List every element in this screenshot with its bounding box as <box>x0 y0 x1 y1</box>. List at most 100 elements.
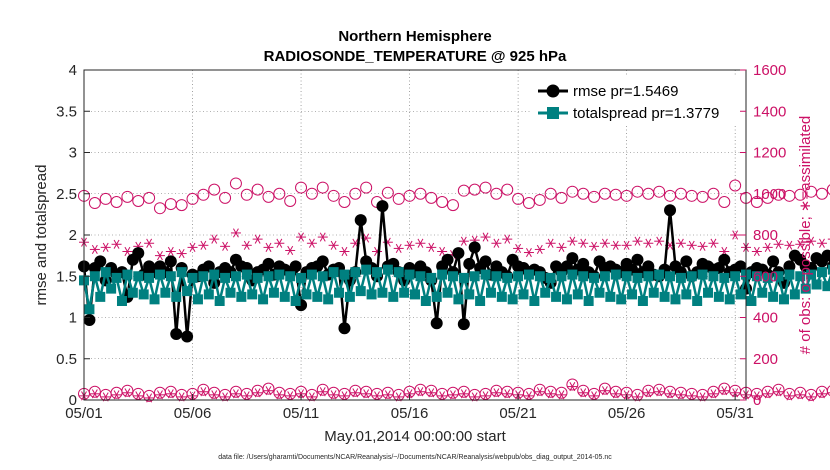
obs-assimilated-marker <box>773 387 784 397</box>
totalspread-marker <box>323 294 334 305</box>
rmse-marker <box>680 255 693 268</box>
obs-possible-marker <box>121 190 134 203</box>
totalspread-marker <box>616 294 627 305</box>
totalspread-marker <box>89 271 100 282</box>
obs-assimilated-marker <box>285 245 296 256</box>
obs-possible-marker <box>772 383 785 396</box>
obs-possible-marker <box>522 197 535 210</box>
totalspread-marker <box>106 283 117 294</box>
rmse-marker <box>289 260 302 273</box>
totalspread-marker <box>334 287 345 298</box>
obs-assimilated-marker <box>795 390 806 400</box>
totalspread-marker <box>605 291 616 302</box>
y-tick-label: 2 <box>69 227 77 244</box>
totalspread-marker <box>784 269 795 280</box>
totalspread-marker <box>209 269 220 280</box>
obs-possible-marker <box>175 199 188 212</box>
totalspread-marker <box>388 291 399 302</box>
rmse-marker <box>164 255 177 268</box>
rmse-marker <box>783 260 796 273</box>
obs-possible-marker <box>262 382 275 395</box>
totalspread-marker <box>464 289 475 300</box>
obs-assimilated-marker <box>274 238 285 248</box>
totalspread-marker <box>366 289 377 300</box>
legend: rmse pr=1.5469 totalspread pr=1.3779 <box>532 77 740 125</box>
y-tick-label: 4 <box>69 62 77 79</box>
obs-possible-marker <box>544 187 557 200</box>
obs-possible-marker <box>479 387 492 400</box>
totalspread-marker <box>133 271 144 282</box>
totalspread-marker <box>551 291 562 302</box>
totalspread-marker <box>138 289 149 300</box>
obs-possible-marker <box>512 192 525 205</box>
x-tick-label: 05/26 <box>608 405 646 422</box>
obs-possible-marker <box>479 181 492 194</box>
obs-assimilated-marker <box>697 241 708 251</box>
totalspread-marker <box>594 287 605 298</box>
rmse-marker <box>457 318 470 331</box>
totalspread-marker <box>534 271 545 282</box>
obs-possible-marker <box>110 196 123 208</box>
y2-tick-label: 1000 <box>753 186 786 203</box>
obs-assimilated-marker <box>578 238 589 248</box>
legend-rmse-label: rmse pr=1.5469 <box>573 83 678 100</box>
obs-assimilated-marker <box>252 234 263 244</box>
obs-assimilated-marker <box>599 386 610 396</box>
obs-assimilated-marker <box>458 236 469 246</box>
totalspread-marker <box>719 272 730 283</box>
totalspread-marker <box>100 267 111 278</box>
obs-assimilated-marker <box>816 389 827 399</box>
totalspread-marker <box>703 287 714 298</box>
obs-possible-marker <box>729 179 742 192</box>
obs-assimilated-marker <box>220 241 231 251</box>
rmse-marker <box>376 200 389 213</box>
obs-possible-marker <box>273 187 286 200</box>
totalspread-marker <box>762 272 773 283</box>
obs-possible-marker <box>186 192 199 205</box>
obs-assimilated-marker <box>708 389 719 399</box>
totalspread-marker <box>301 289 312 300</box>
totalspread-marker <box>529 296 540 306</box>
obs-possible-marker <box>620 189 633 202</box>
obs-assimilated-marker <box>296 389 307 399</box>
totalspread-marker <box>675 272 686 283</box>
rmse-marker <box>821 249 830 262</box>
obs-possible-marker <box>338 196 351 208</box>
obs-assimilated-marker <box>144 393 155 403</box>
obs-possible-marker <box>826 184 830 195</box>
totalspread-marker <box>214 296 225 306</box>
rmse-marker <box>463 257 476 270</box>
totalspread-marker <box>697 269 708 280</box>
obs-possible-marker <box>240 387 253 400</box>
obs-assimilated-marker <box>317 232 328 242</box>
obs-possible-marker <box>446 199 459 212</box>
obs-assimilated-marker <box>339 246 350 257</box>
totalspread-marker <box>751 271 762 282</box>
obs-possible-marker <box>197 188 210 201</box>
totalspread-marker <box>708 271 719 282</box>
totalspread-marker <box>176 267 187 278</box>
obs-assimilated-marker <box>686 391 697 401</box>
obs-possible-marker <box>555 191 568 204</box>
obs-assimilated-marker <box>589 391 600 401</box>
obs-assimilated-marker <box>187 242 198 252</box>
totalspread-marker <box>377 287 388 298</box>
totalspread-marker <box>686 271 697 282</box>
obs-assimilated-marker <box>89 389 100 399</box>
obs-possible-marker <box>826 385 830 397</box>
x-tick-label: 05/16 <box>391 405 429 422</box>
obs-possible-marker <box>577 187 590 200</box>
rmse-marker <box>430 317 443 330</box>
totalspread-marker <box>713 291 724 302</box>
rmse-marker <box>441 253 454 266</box>
totalspread-marker <box>502 272 513 283</box>
totalspread-marker <box>442 287 453 298</box>
obs-assimilated-marker <box>686 240 697 250</box>
obs-possible-marker <box>99 192 112 205</box>
obs-assimilated-marker <box>730 388 741 398</box>
obs-assimilated-marker <box>100 242 111 252</box>
totalspread-marker <box>317 271 328 282</box>
legend-rmse-marker <box>546 84 560 98</box>
totalspread-marker <box>247 289 258 300</box>
totalspread-marker <box>225 287 236 298</box>
